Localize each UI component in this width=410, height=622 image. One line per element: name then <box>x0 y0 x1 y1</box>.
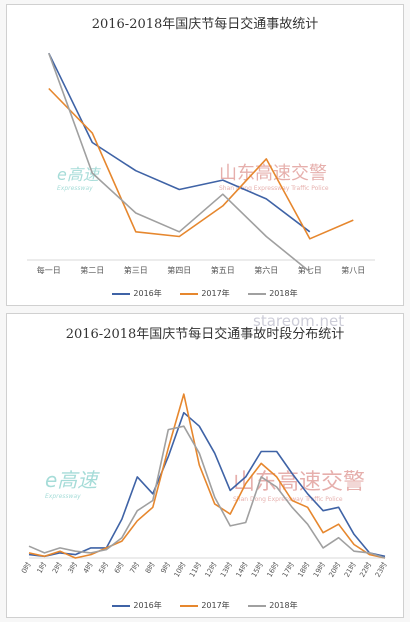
daily-accident-chart: 2016-2018年国庆节每日交通事故统计 e高速 Expressway 山东高… <box>6 4 404 306</box>
series-line <box>28 411 386 558</box>
x-tick-label: 2时 <box>50 561 64 575</box>
legend-item: 2017年 <box>180 600 230 611</box>
hourly-accident-chart: 2016-2018年国庆节每日交通事故时段分布统计 stareom.net e高… <box>6 312 404 618</box>
x-tick-label: 第八日 <box>341 265 365 275</box>
x-tick-label: 第六日 <box>254 265 278 275</box>
chart-title: 2016-2018年国庆节每日交通事故统计 <box>91 17 319 32</box>
x-tick-label: 5时 <box>97 561 111 575</box>
legend-label: 2017年 <box>201 289 230 298</box>
x-tick-label: 10时 <box>172 561 188 579</box>
x-tick-label: 第五日 <box>211 265 235 275</box>
x-tick-label: 13时 <box>218 561 234 579</box>
legend-swatch <box>248 604 267 607</box>
legend-item: 2018年 <box>248 288 298 299</box>
x-tick-label: 20时 <box>327 561 343 579</box>
legend-label: 2016年 <box>133 601 162 610</box>
x-tick-label: 9时 <box>159 561 173 575</box>
legend-swatch <box>112 292 131 295</box>
series-line <box>28 425 386 559</box>
legend-item: 2017年 <box>180 288 230 299</box>
legend-swatch <box>112 604 131 607</box>
x-tick-label: 23时 <box>373 561 389 579</box>
chart-plot: 每一日 第二日 第三日 第四日 第五日 第六日 第七日 第八日 <box>27 52 375 275</box>
chart-legend: 2016年 2017年 2018年 <box>7 288 403 299</box>
x-tick-label: 3时 <box>66 561 80 575</box>
x-tick-label: 21时 <box>342 561 358 579</box>
legend-item: 2016年 <box>112 600 162 611</box>
series-line <box>48 52 311 273</box>
chart-title: 2016-2018年国庆节每日交通事故时段分布统计 <box>65 327 345 342</box>
x-tick-label: 第七日 <box>298 265 322 275</box>
x-tick-label: 4时 <box>81 561 95 575</box>
x-tick-label: 14时 <box>234 561 250 579</box>
legend-label: 2018年 <box>269 289 298 298</box>
chart-legend: 2016年 2017年 2018年 <box>7 600 403 611</box>
x-tick-label: 12时 <box>203 561 219 579</box>
legend-item: 2018年 <box>248 600 298 611</box>
x-tick-label: 1时 <box>35 561 49 575</box>
x-tick-label: 19时 <box>311 561 327 579</box>
series-line <box>28 393 386 559</box>
x-tick-label: 22时 <box>357 561 373 579</box>
chart-plot: 0时 1时 2时 3时 4时 5时 6时 7时 8时 9时 10时 11时 12时 13时 14时 15时 16… <box>19 393 389 579</box>
x-tick-label: 7时 <box>128 561 142 575</box>
legend-label: 2016年 <box>133 289 162 298</box>
legend-label: 2018年 <box>269 601 298 610</box>
x-tick-label: 11时 <box>187 561 203 579</box>
x-tick-label: 8时 <box>143 561 157 575</box>
x-tick-label: 第四日 <box>167 265 191 275</box>
x-tick-label: 17时 <box>280 561 296 579</box>
legend-swatch <box>180 292 199 295</box>
legend-swatch <box>248 292 267 295</box>
x-tick-label: 0时 <box>19 561 33 575</box>
x-tick-label: 每一日 <box>37 265 61 275</box>
x-tick-label: 第二日 <box>80 265 104 275</box>
x-tick-label: 18时 <box>296 561 312 579</box>
legend-swatch <box>180 604 199 607</box>
x-tick-label: 15时 <box>249 561 265 579</box>
legend-label: 2017年 <box>201 601 230 610</box>
x-tick-label: 6时 <box>112 561 126 575</box>
series-line <box>48 87 354 240</box>
legend-item: 2016年 <box>112 288 162 299</box>
x-tick-label: 第三日 <box>124 265 148 275</box>
url-watermark: stareom.net <box>253 312 345 330</box>
x-tick-label: 16时 <box>265 561 281 579</box>
series-line <box>48 52 311 233</box>
